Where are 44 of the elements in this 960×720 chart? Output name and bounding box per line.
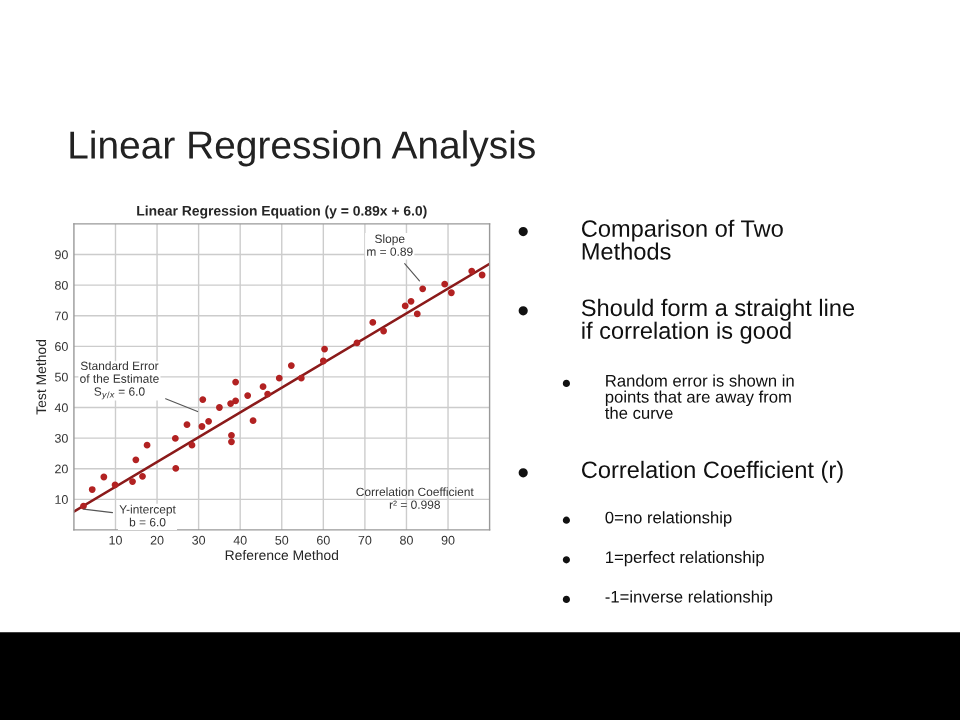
point (172, 465, 180, 472)
text: Random error is shown in points that are away from the curve (605, 374, 794, 419)
point (244, 392, 252, 399)
point (380, 327, 387, 335)
point (232, 378, 240, 386)
point (369, 319, 377, 326)
point (319, 357, 327, 365)
point (401, 302, 409, 310)
text: Should form a straight line if correlation is good (581, 298, 855, 344)
point (88, 486, 96, 493)
point (80, 502, 87, 510)
point (287, 362, 295, 369)
point (419, 285, 427, 293)
point (216, 404, 223, 411)
point (321, 345, 328, 353)
text: Correlation Coefficient (r) (582, 460, 843, 483)
point (199, 396, 207, 403)
point (249, 417, 257, 425)
point (171, 435, 179, 442)
point (183, 421, 191, 429)
text: Comparison of Two Methods (582, 219, 783, 260)
point (297, 374, 305, 382)
point (227, 400, 235, 407)
point (198, 423, 206, 430)
point (264, 390, 272, 398)
point (447, 289, 455, 297)
point (205, 417, 212, 425)
point (259, 383, 267, 391)
point (143, 441, 151, 449)
point (275, 374, 283, 382)
point (228, 438, 235, 446)
point (232, 397, 240, 405)
chart-title: Linear Regression Analysis (70, 130, 535, 167)
text: 0=no relationship (605, 511, 732, 527)
point (228, 431, 235, 439)
text: 1=perfect relationship (606, 550, 764, 567)
point (441, 280, 449, 288)
point (129, 478, 136, 485)
point (132, 456, 140, 464)
text: -1=inverse relationship (605, 590, 773, 606)
point (413, 310, 421, 318)
point (139, 472, 146, 480)
point (468, 267, 476, 275)
point (407, 297, 415, 305)
